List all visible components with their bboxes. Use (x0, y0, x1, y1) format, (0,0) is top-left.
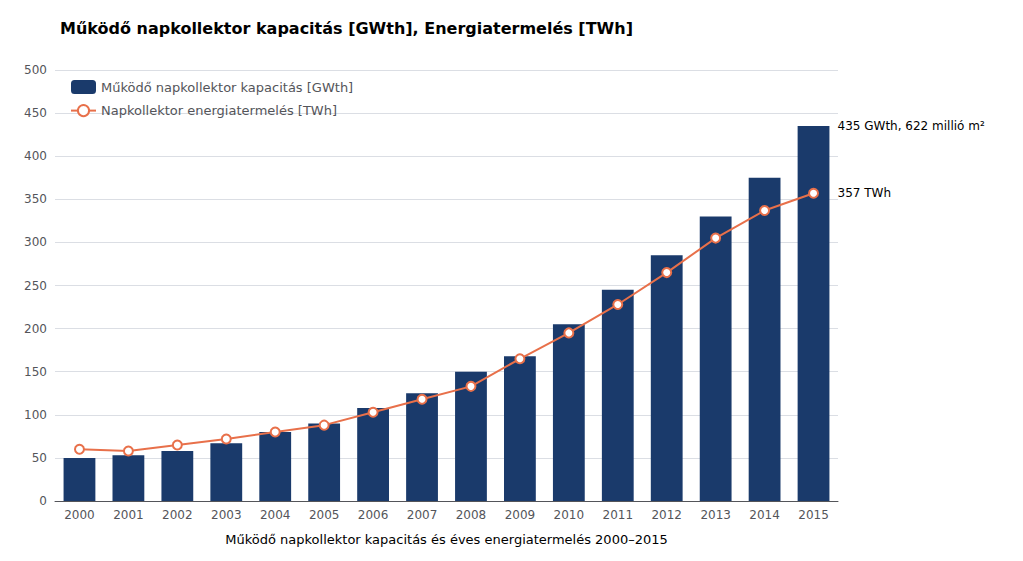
svg-text:200: 200 (24, 322, 47, 336)
svg-text:450: 450 (24, 106, 47, 120)
svg-text:500: 500 (24, 63, 47, 77)
svg-text:2000: 2000 (64, 508, 95, 522)
svg-text:2002: 2002 (162, 508, 193, 522)
svg-text:350: 350 (24, 192, 47, 206)
svg-text:2015: 2015 (798, 508, 829, 522)
svg-text:2005: 2005 (309, 508, 340, 522)
svg-text:357 TWh: 357 TWh (838, 186, 892, 200)
svg-text:2012: 2012 (651, 508, 682, 522)
svg-text:2008: 2008 (456, 508, 487, 522)
svg-text:2010: 2010 (554, 508, 585, 522)
svg-text:50: 50 (32, 451, 47, 465)
svg-text:2006: 2006 (358, 508, 389, 522)
svg-text:2009: 2009 (505, 508, 536, 522)
svg-text:400: 400 (24, 149, 47, 163)
svg-text:Működő napkollektor kapacitás: Működő napkollektor kapacitás és éves en… (225, 532, 668, 547)
svg-text:2011: 2011 (603, 508, 634, 522)
svg-text:2003: 2003 (211, 508, 242, 522)
svg-text:2007: 2007 (407, 508, 438, 522)
svg-text:2014: 2014 (749, 508, 780, 522)
svg-text:300: 300 (24, 235, 47, 249)
svg-text:250: 250 (24, 279, 47, 293)
svg-text:100: 100 (24, 408, 47, 422)
svg-text:Napkollektor energiatermelés [: Napkollektor energiatermelés [TWh] (101, 103, 337, 118)
svg-text:2001: 2001 (113, 508, 144, 522)
svg-text:435 GWth, 622 millió m²: 435 GWth, 622 millió m² (838, 119, 985, 133)
svg-text:150: 150 (24, 365, 47, 379)
svg-text:2004: 2004 (260, 508, 291, 522)
svg-text:Működő napkollektor kapacitás: Működő napkollektor kapacitás [GWth], En… (60, 19, 633, 38)
svg-text:2013: 2013 (700, 508, 731, 522)
svg-text:Működő napkollektor kapacitás: Működő napkollektor kapacitás [GWth] (101, 80, 353, 95)
svg-text:0: 0 (39, 494, 47, 508)
